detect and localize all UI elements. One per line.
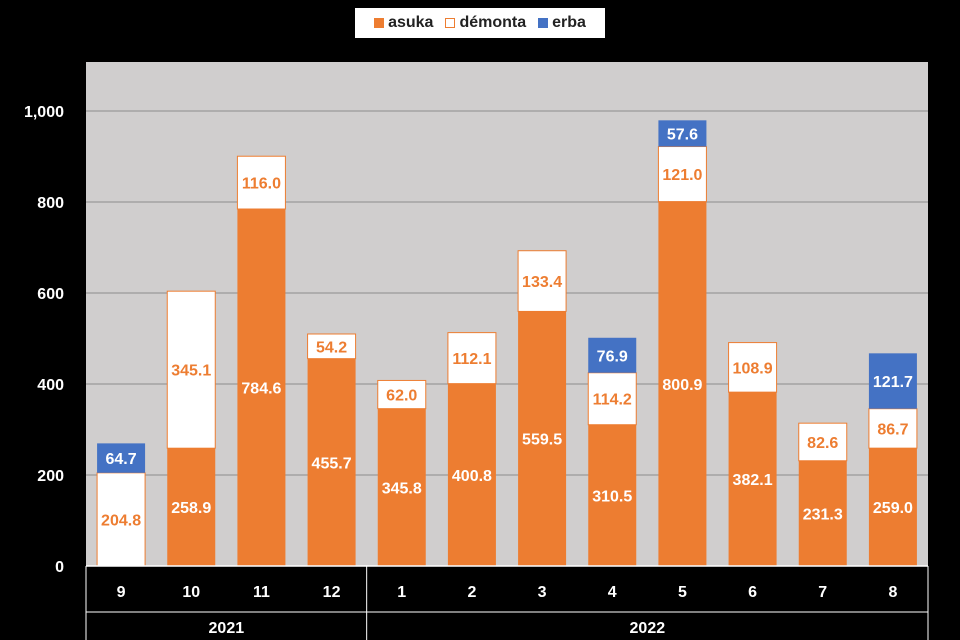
bar-segment-démonta xyxy=(377,379,427,410)
data-label: 345.1 xyxy=(171,363,211,380)
legend-swatch-demonta xyxy=(445,18,456,28)
bar-segment-asuka xyxy=(868,448,917,566)
data-label: 108.9 xyxy=(733,360,773,377)
y-tick-label: 0 xyxy=(55,559,64,576)
bar-segment-asuka xyxy=(728,392,777,566)
bar-segment-démonta xyxy=(447,332,497,385)
data-label: 62.0 xyxy=(386,388,417,405)
bar-segment-asuka xyxy=(518,311,567,566)
bar-segment-asuka xyxy=(658,201,707,566)
legend-label-demonta: démonta xyxy=(459,14,527,31)
bar-segment-asuka xyxy=(167,448,216,566)
data-label: 114.2 xyxy=(593,392,632,409)
x-tick-label: 1 xyxy=(397,584,406,601)
y-tick-label: 200 xyxy=(37,468,64,485)
data-label: 310.5 xyxy=(592,488,632,505)
x-tick-label: 6 xyxy=(748,584,757,601)
bar-segment-démonta xyxy=(517,250,567,312)
bar-segment-asuka xyxy=(307,358,356,566)
bar-segment-asuka xyxy=(798,460,847,566)
bar-segment-asuka xyxy=(377,408,426,566)
data-label: 455.7 xyxy=(312,455,352,472)
data-label: 121.0 xyxy=(662,167,702,184)
data-label: 116.0 xyxy=(242,176,281,193)
bar-segment-erba xyxy=(97,443,146,473)
data-label: 57.6 xyxy=(667,126,698,143)
y-tick-label: 1,000 xyxy=(24,104,64,121)
plot-area xyxy=(86,62,928,566)
bar-segment-démonta xyxy=(96,472,146,567)
legend-item-erba: erba xyxy=(538,14,586,32)
data-label: 86.7 xyxy=(877,421,908,438)
data-label: 204.8 xyxy=(101,512,141,529)
legend: asuka démonta erba xyxy=(355,8,605,38)
bar-segment-démonta xyxy=(728,342,778,393)
x-tick-label: 3 xyxy=(538,584,547,601)
data-label: 382.1 xyxy=(733,472,773,489)
bar-segment-erba xyxy=(658,120,707,147)
x-tick-label: 2 xyxy=(467,584,476,601)
y-tick-label: 400 xyxy=(37,377,64,394)
bar-segment-démonta xyxy=(868,408,918,449)
data-label: 54.2 xyxy=(316,339,347,356)
data-label: 64.7 xyxy=(106,451,137,468)
legend-item-asuka: asuka xyxy=(374,14,433,32)
bar-segment-démonta xyxy=(657,146,707,203)
bar-segment-démonta xyxy=(166,290,216,449)
bar-segment-asuka xyxy=(447,383,496,566)
data-label: 121.7 xyxy=(873,374,913,391)
x-tick-label: 5 xyxy=(678,584,687,601)
x-tick-label: 12 xyxy=(323,584,341,601)
legend-swatch-erba xyxy=(538,18,549,28)
x-tick-label: 10 xyxy=(182,584,200,601)
bar-segment-asuka xyxy=(588,424,637,566)
data-label: 231.3 xyxy=(803,506,843,523)
bar-segment-démonta xyxy=(307,333,357,360)
bar-segment-erba xyxy=(868,353,917,409)
data-label: 133.4 xyxy=(522,274,562,291)
data-label: 400.8 xyxy=(452,468,492,485)
x-tick-label: 8 xyxy=(888,584,897,601)
x-tick-label: 11 xyxy=(253,584,270,601)
bar-segment-démonta xyxy=(236,155,286,210)
bar-segment-erba xyxy=(588,337,637,373)
legend-label-erba: erba xyxy=(552,14,586,31)
data-label: 82.6 xyxy=(807,435,838,452)
bar-segment-asuka xyxy=(237,209,286,566)
x-tick-label: 4 xyxy=(608,584,617,601)
group-label: 2021 xyxy=(209,620,245,637)
data-label: 559.5 xyxy=(522,432,562,449)
data-label: 345.8 xyxy=(382,480,422,497)
data-label: 76.9 xyxy=(597,348,628,365)
y-tick-label: 800 xyxy=(37,195,64,212)
legend-label-asuka: asuka xyxy=(388,14,434,31)
data-label: 259.0 xyxy=(873,500,913,517)
bar-segment-démonta xyxy=(587,372,637,426)
data-label: 800.9 xyxy=(662,377,702,394)
bar-segment-démonta xyxy=(798,422,848,462)
x-tick-label: 7 xyxy=(818,584,827,601)
data-label: 784.6 xyxy=(241,381,281,398)
group-label: 2022 xyxy=(630,620,666,637)
data-label: 112.1 xyxy=(452,351,491,368)
x-tick-label: 9 xyxy=(117,584,126,601)
legend-swatch-asuka xyxy=(374,18,385,28)
y-tick-label: 600 xyxy=(37,286,64,303)
data-label: 258.9 xyxy=(171,500,211,517)
legend-item-demonta: démonta xyxy=(445,14,526,32)
